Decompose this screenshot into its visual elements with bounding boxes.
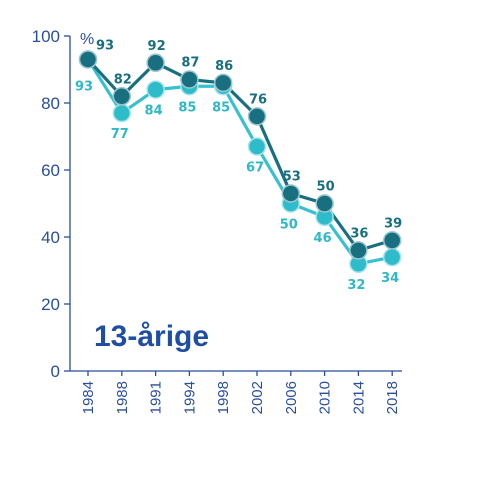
x-tick-label: 1988 <box>114 381 131 414</box>
data-label: 92 <box>148 39 166 54</box>
y-tick-label: 20 <box>41 295 60 314</box>
y-axis: 0 20 40 60 80 100 % <box>32 27 95 381</box>
x-tick-label: 2010 <box>317 381 334 414</box>
x-tick-label: 2014 <box>350 381 367 414</box>
data-point <box>382 231 402 250</box>
y-tick-label: 100 <box>32 27 60 46</box>
data-point <box>112 87 132 106</box>
data-point <box>213 73 233 93</box>
x-tick-label: 1994 <box>181 381 198 414</box>
data-label: 87 <box>181 56 199 71</box>
data-point <box>112 103 132 123</box>
chart-title: 13-årige <box>94 320 209 353</box>
data-label: 85 <box>212 100 230 115</box>
data-point <box>349 241 368 260</box>
series-line <box>86 58 393 266</box>
data-label: 77 <box>111 127 129 142</box>
x-tick-label: 1998 <box>215 381 232 414</box>
data-label: 34 <box>381 271 399 286</box>
data-point <box>247 137 267 156</box>
y-tick-label: 60 <box>41 161 60 180</box>
y-axis-unit-label: % <box>80 31 94 48</box>
y-tick-label: 80 <box>41 94 60 113</box>
data-label: 76 <box>249 92 267 107</box>
x-tick-label: 2018 <box>384 381 401 414</box>
data-label: 84 <box>145 104 163 119</box>
data-label: 82 <box>114 72 132 87</box>
data-point <box>78 50 98 69</box>
y-tick-label: 0 <box>51 362 60 381</box>
data-label: 36 <box>350 226 368 241</box>
x-axis: 1984 1988 1991 1994 1998 2002 2006 2010 2014 2018 <box>70 370 402 414</box>
data-label: 53 <box>283 169 301 184</box>
data-label: 93 <box>96 38 114 53</box>
x-tick-label: 2006 <box>283 381 300 414</box>
data-point <box>315 194 334 213</box>
y-tick-label: 40 <box>41 228 60 247</box>
data-point <box>281 184 301 203</box>
data-label: 32 <box>347 278 365 293</box>
data-label: 85 <box>178 100 196 115</box>
data-label: 93 <box>75 79 93 94</box>
data-point <box>382 247 402 267</box>
data-label: 50 <box>317 180 335 195</box>
data-point <box>146 53 165 73</box>
data-point <box>247 107 267 126</box>
series-line <box>86 58 393 252</box>
data-label: 39 <box>384 216 402 231</box>
data-point <box>146 80 165 99</box>
data-label: 46 <box>314 231 332 246</box>
data-label: 86 <box>215 59 233 74</box>
data-label: 50 <box>280 218 298 233</box>
x-tick-label: 1984 <box>80 381 97 414</box>
data-label: 67 <box>246 161 264 176</box>
x-tick-label: 1991 <box>148 381 165 414</box>
data-point <box>180 70 199 89</box>
x-tick-label: 2002 <box>249 381 266 414</box>
